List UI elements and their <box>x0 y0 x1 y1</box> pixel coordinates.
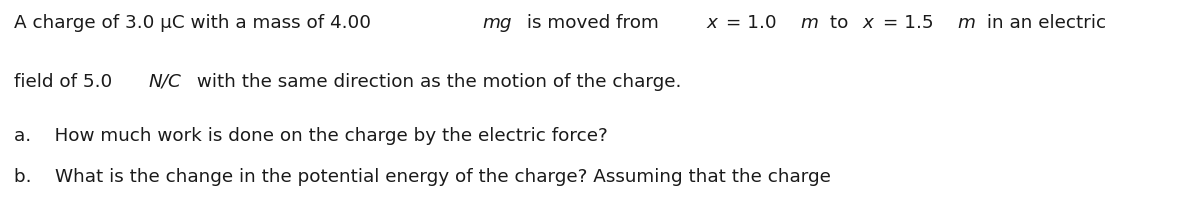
Text: mg: mg <box>482 14 512 32</box>
Text: A charge of 3.0 μC with a mass of 4.00: A charge of 3.0 μC with a mass of 4.00 <box>14 14 377 32</box>
Text: m: m <box>958 14 976 32</box>
Text: is moved from: is moved from <box>521 14 665 32</box>
Text: x: x <box>706 14 718 32</box>
Text: m: m <box>800 14 818 32</box>
Text: to: to <box>824 14 854 32</box>
Text: field of 5.0: field of 5.0 <box>14 72 119 90</box>
Text: b.    What is the change in the potential energy of the charge? Assuming that th: b. What is the change in the potential e… <box>14 167 832 185</box>
Text: = 1.5: = 1.5 <box>877 14 940 32</box>
Text: = 1.0: = 1.0 <box>720 14 782 32</box>
Text: x: x <box>863 14 874 32</box>
Text: N/C: N/C <box>149 72 181 90</box>
Text: in an electric: in an electric <box>980 14 1106 32</box>
Text: with the same direction as the motion of the charge.: with the same direction as the motion of… <box>191 72 682 90</box>
Text: a.    How much work is done on the charge by the electric force?: a. How much work is done on the charge b… <box>14 126 608 144</box>
